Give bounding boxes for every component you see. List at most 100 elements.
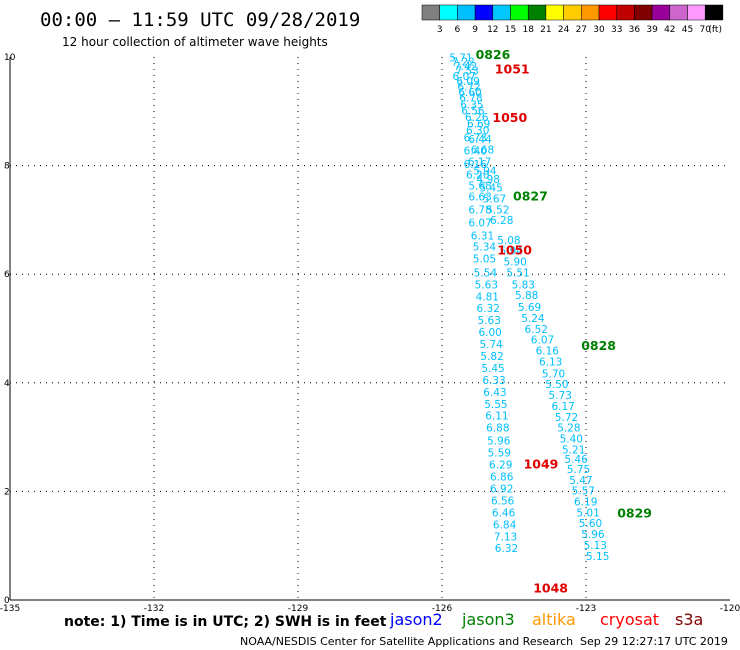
- colorbar-unit: (ft): [708, 25, 722, 35]
- colorbar-label: 21: [540, 25, 551, 35]
- swh-value: 5.67: [483, 194, 506, 206]
- colorbar-label: 30: [593, 25, 605, 35]
- swh-value: 5.59: [488, 448, 511, 460]
- swh-value: 5.50: [545, 379, 568, 391]
- time-label: 1051: [495, 61, 530, 76]
- swh-value: 5.82: [480, 351, 503, 363]
- swh-value: 6.26: [465, 112, 489, 124]
- swh-value: 5.45: [479, 183, 502, 195]
- swh-value: 6.88: [486, 423, 509, 435]
- colorbar-swatch: [598, 4, 617, 21]
- colorbar-label: 45: [682, 25, 693, 35]
- y-tick-label: 6: [4, 270, 10, 280]
- swh-value: 5.75: [567, 464, 590, 476]
- x-axis: -135 -132 -129 -126 -123 -120: [0, 604, 740, 614]
- swh-value: 6.28: [490, 215, 513, 227]
- colorbar-label: 39: [646, 25, 658, 35]
- colorbar-label: 9: [472, 25, 478, 35]
- swh-value: 5.71: [449, 52, 472, 64]
- swh-value: 6.19: [574, 497, 597, 509]
- swh-value: 6.84: [493, 519, 517, 531]
- swh-value: 6.32: [495, 543, 518, 555]
- footer-source: NOAA/NESDIS Center for Satellite Applica…: [240, 635, 573, 648]
- colorbar-label: 33: [611, 25, 622, 35]
- x-tick-label: -126: [432, 604, 453, 614]
- swh-value: 6.35: [460, 100, 483, 112]
- swh-value: 5.73: [549, 390, 572, 402]
- swh-value: 5.13: [584, 540, 607, 552]
- colorbar-label: 6: [455, 25, 461, 35]
- swh-value: 7.53: [455, 65, 478, 77]
- chart-subtitle: 12 hour collection of altimeter wave hei…: [62, 35, 328, 49]
- swh-value: 6.33: [482, 375, 505, 387]
- colorbar-label: 27: [576, 25, 587, 35]
- swh-value: 6.16: [464, 159, 488, 171]
- legend-altika: altika: [532, 610, 576, 629]
- legend-jason3: jason3: [461, 610, 515, 629]
- colorbar-swatch: [704, 4, 724, 21]
- swh-value: 6.60: [458, 87, 481, 99]
- swh-value: 5.69: [518, 302, 541, 314]
- legend-cryosat: cryosat: [600, 610, 659, 629]
- swh-value: 6.31: [471, 230, 494, 242]
- time-label: 1050: [497, 243, 532, 258]
- swh-value: 6.78: [468, 204, 491, 216]
- swh-value: 6.69: [467, 119, 490, 131]
- swh-value: 5.01: [576, 507, 599, 519]
- colorbar-swatch: [563, 4, 582, 21]
- swh-value: 5.90: [503, 257, 526, 269]
- swh-value: 6.17: [468, 157, 491, 169]
- swh-value: 6.78: [459, 93, 482, 105]
- swh-value: 5.72: [555, 412, 578, 424]
- swh-value: 5.96: [487, 436, 511, 448]
- time-label: 0827: [513, 188, 548, 203]
- chart-title: 00:00 – 11:59 UTC 09/28/2019: [40, 9, 360, 31]
- colorbar-swatch: [457, 4, 476, 21]
- time-label: 1049: [524, 457, 559, 472]
- colorbar-swatch: [510, 4, 529, 21]
- colorbar-swatch: [669, 4, 688, 21]
- swh-value: 5.47: [569, 475, 592, 487]
- swh-value: 5.70: [542, 368, 565, 380]
- swh-value: 5.88: [515, 290, 538, 302]
- colorbar-swatch: [651, 4, 671, 21]
- colorbar-swatch: [439, 4, 458, 21]
- legend-s3a: s3a: [675, 610, 703, 629]
- colorbar-swatch: [492, 4, 511, 21]
- swh-value: 6.63: [468, 191, 491, 203]
- swh-value: 6.56: [491, 495, 515, 507]
- colorbar-swatch: [545, 4, 564, 21]
- swh-value: 6.00: [478, 327, 501, 339]
- swh-value: 7.22: [452, 57, 475, 69]
- swh-value: 7.13: [494, 531, 517, 543]
- note: note: 1) Time is in UTC; 2) SWH is in fe…: [64, 614, 387, 630]
- time-label: 1048: [533, 580, 568, 595]
- swh-value: 5.40: [560, 434, 583, 446]
- swh-value: 6.30: [466, 125, 489, 137]
- colorbar-swatch: [616, 4, 635, 21]
- swh-value: 5.55: [484, 399, 507, 411]
- colorbar-swatch: [634, 4, 653, 21]
- y-tick-label: 10: [4, 53, 16, 63]
- swh-value: 4.81: [476, 291, 499, 303]
- colorbar-label: 18: [522, 25, 534, 35]
- y-tick-label: 2: [4, 487, 10, 497]
- time-label: 0826: [476, 47, 511, 62]
- swh-value: 5.28: [557, 423, 580, 435]
- colorbar: 3 6 9 12 15 18 21 24 27 30 33 36 39 42 45 70(ft): [421, 4, 724, 35]
- colorbar-swatch: [581, 4, 600, 21]
- time-label: 1050: [492, 110, 527, 125]
- swh-value: 6.07: [531, 335, 554, 347]
- swh-value: 5.57: [572, 486, 595, 498]
- swh-value: 5.94: [473, 165, 497, 177]
- swh-value: 5.51: [506, 267, 529, 279]
- y-axis: 0 2 4 6 8 10: [4, 53, 16, 606]
- colorbar-swatch: [527, 4, 547, 21]
- footer-timestamp: Sep 29 12:27:17 UTC 2019: [580, 635, 728, 648]
- colorbar-swatch: [687, 4, 706, 21]
- y-tick-label: 0: [4, 596, 10, 606]
- swh-value: 6.09: [456, 76, 479, 88]
- plot-frame: [9, 57, 730, 601]
